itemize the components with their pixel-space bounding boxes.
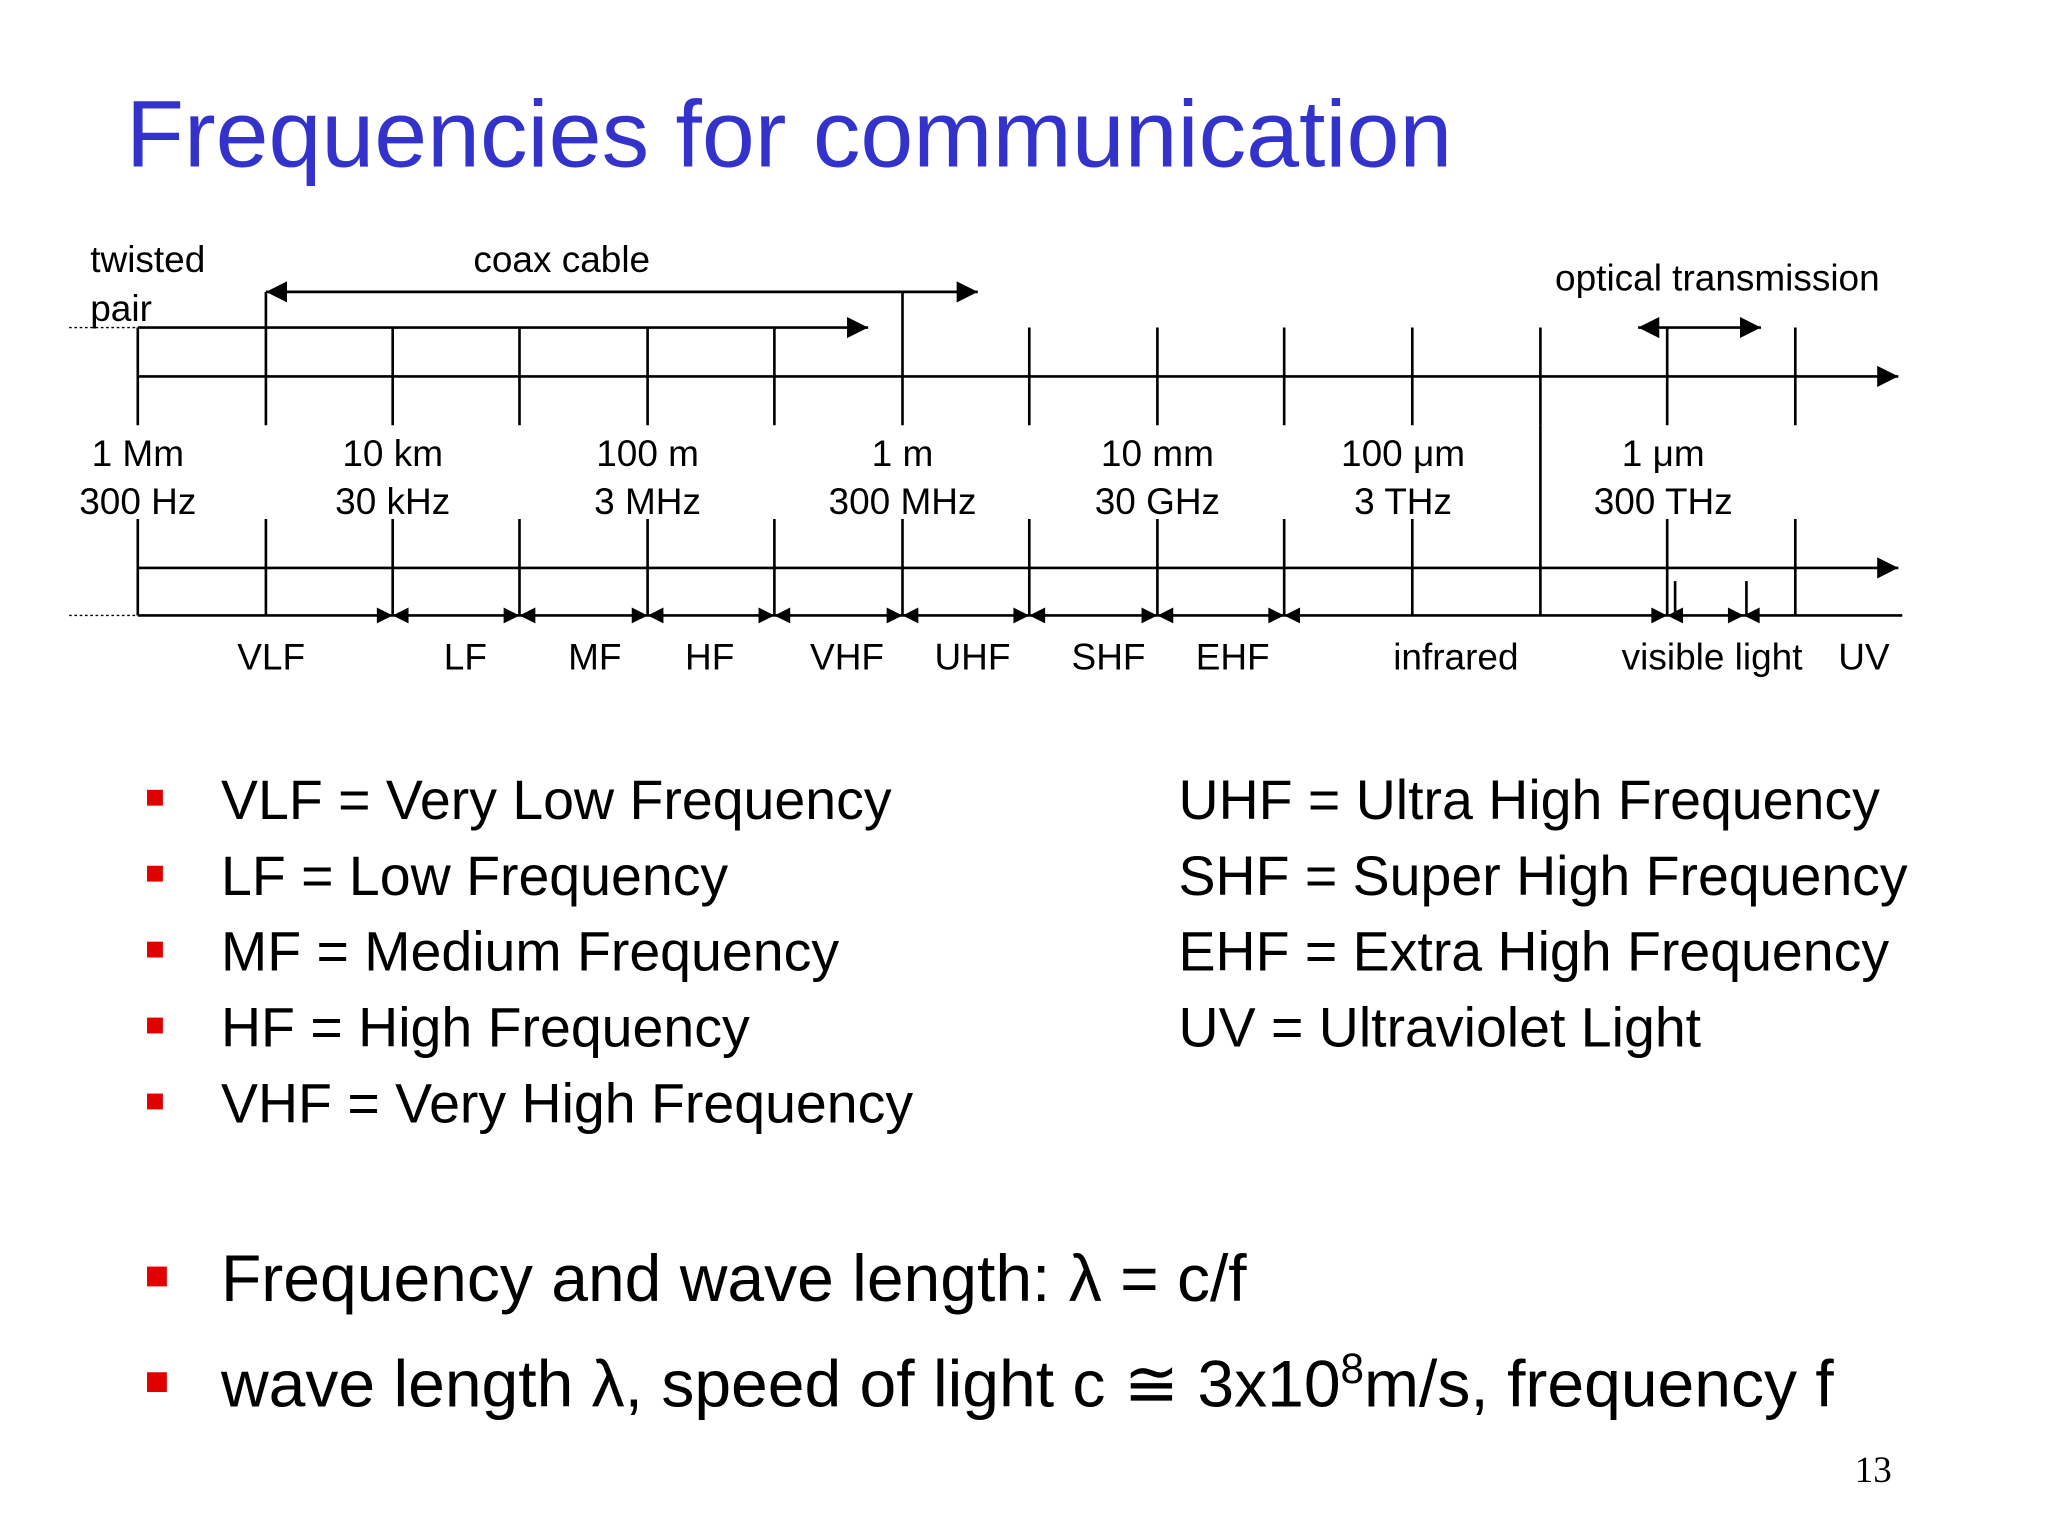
band-label: VLF bbox=[237, 637, 305, 678]
arrowhead bbox=[902, 607, 919, 624]
arrowhead bbox=[886, 607, 903, 624]
arrowhead bbox=[376, 607, 393, 624]
frequency-label: 30 GHz bbox=[1095, 481, 1220, 522]
bullets: Frequency and wave length: λ = c/f wave l… bbox=[147, 1241, 1834, 1421]
arrowhead bbox=[758, 607, 775, 624]
arrowhead bbox=[1141, 607, 1158, 624]
frequency-label: 300 Hz bbox=[79, 481, 196, 522]
wavelength-label: 10 mm bbox=[1101, 433, 1214, 474]
definition: VHF = Very High Frequency bbox=[221, 1073, 913, 1135]
arrowhead bbox=[1157, 607, 1174, 624]
definition: UV = Ultraviolet Light bbox=[1179, 997, 1702, 1059]
text-span: wave length λ, speed of light c ≅ 3x10 bbox=[220, 1347, 1341, 1421]
wavelength-label: 100 m bbox=[596, 433, 699, 474]
media-label: coax cable bbox=[473, 239, 650, 280]
arrowhead bbox=[1029, 607, 1046, 624]
wavelength-label: 10 km bbox=[342, 433, 443, 474]
wavelength-label: 1 m bbox=[872, 433, 934, 474]
band-label: infrared bbox=[1393, 637, 1518, 678]
bullet-marker bbox=[147, 1093, 163, 1110]
bullet-marker bbox=[147, 789, 163, 806]
text-span: Frequency and wave length: λ = c/f bbox=[221, 1241, 1247, 1315]
page-number: 13 bbox=[1855, 1449, 1892, 1490]
media-label: optical transmission bbox=[1555, 258, 1880, 299]
definition: MF = Medium Frequency bbox=[221, 921, 839, 983]
media-label: pair bbox=[90, 288, 152, 329]
band-label: UHF bbox=[934, 637, 1010, 678]
arrowhead bbox=[1284, 607, 1301, 624]
bullet-marker bbox=[147, 1017, 163, 1034]
arrowhead bbox=[1013, 607, 1030, 624]
arrowhead bbox=[647, 607, 664, 624]
band-label: EHF bbox=[1196, 637, 1270, 678]
arrowhead bbox=[503, 607, 520, 624]
frequency-label: 30 kHz bbox=[335, 481, 450, 522]
arrowhead bbox=[392, 607, 409, 624]
wavelength-label: 1 μm bbox=[1622, 433, 1705, 474]
band-label: SHF bbox=[1072, 637, 1146, 678]
frequency-label: 300 THz bbox=[1594, 481, 1733, 522]
bullet-marker bbox=[147, 865, 163, 882]
arrowhead bbox=[1743, 607, 1760, 624]
text-span: m/s, frequency f bbox=[1364, 1347, 1834, 1421]
bullet-marker bbox=[147, 1266, 167, 1287]
arrowhead bbox=[774, 607, 791, 624]
slide-title: Frequencies for communication bbox=[126, 81, 1452, 187]
definition: UHF = Ultra High Frequency bbox=[1179, 769, 1881, 831]
band-label: visible light bbox=[1622, 637, 1803, 678]
definition: VLF = Very Low Frequency bbox=[221, 769, 892, 831]
bullet-marker bbox=[147, 1372, 167, 1393]
bullet-text: wave length λ, speed of light c ≅ 3x108m… bbox=[220, 1345, 1834, 1421]
arrowhead bbox=[1727, 607, 1744, 624]
definition: SHF = Super High Frequency bbox=[1179, 845, 1908, 907]
arrowhead bbox=[1651, 607, 1668, 624]
arrowhead bbox=[631, 607, 648, 624]
bullet-marker bbox=[147, 941, 163, 958]
band-label: HF bbox=[685, 637, 734, 678]
band-label: MF bbox=[568, 637, 621, 678]
arrowhead bbox=[519, 607, 536, 624]
definition: EHF = Extra High Frequency bbox=[1179, 921, 1890, 983]
frequency-label: 300 MHz bbox=[829, 481, 977, 522]
definition: LF = Low Frequency bbox=[221, 845, 728, 907]
band-label: VHF bbox=[810, 637, 884, 678]
definitions: VLF = Very Low Frequency LF = Low Frequen… bbox=[147, 769, 1908, 1135]
wavelength-label: 1 Mm bbox=[92, 433, 184, 474]
spectrum-diagram: twisted pair coax cable optical transmissio… bbox=[69, 239, 1903, 678]
band-label: UV bbox=[1838, 637, 1890, 678]
frequency-label: 3 MHz bbox=[594, 481, 701, 522]
wavelength-label: 100 μm bbox=[1341, 433, 1465, 474]
band-label: LF bbox=[444, 637, 487, 678]
media-label: twisted bbox=[90, 239, 205, 280]
bullet-text: Frequency and wave length: λ = c/f bbox=[221, 1241, 1247, 1315]
superscript: 8 bbox=[1341, 1345, 1365, 1392]
arrowhead bbox=[1268, 607, 1285, 624]
frequency-label: 3 THz bbox=[1354, 481, 1452, 522]
definition: HF = High Frequency bbox=[221, 997, 750, 1059]
